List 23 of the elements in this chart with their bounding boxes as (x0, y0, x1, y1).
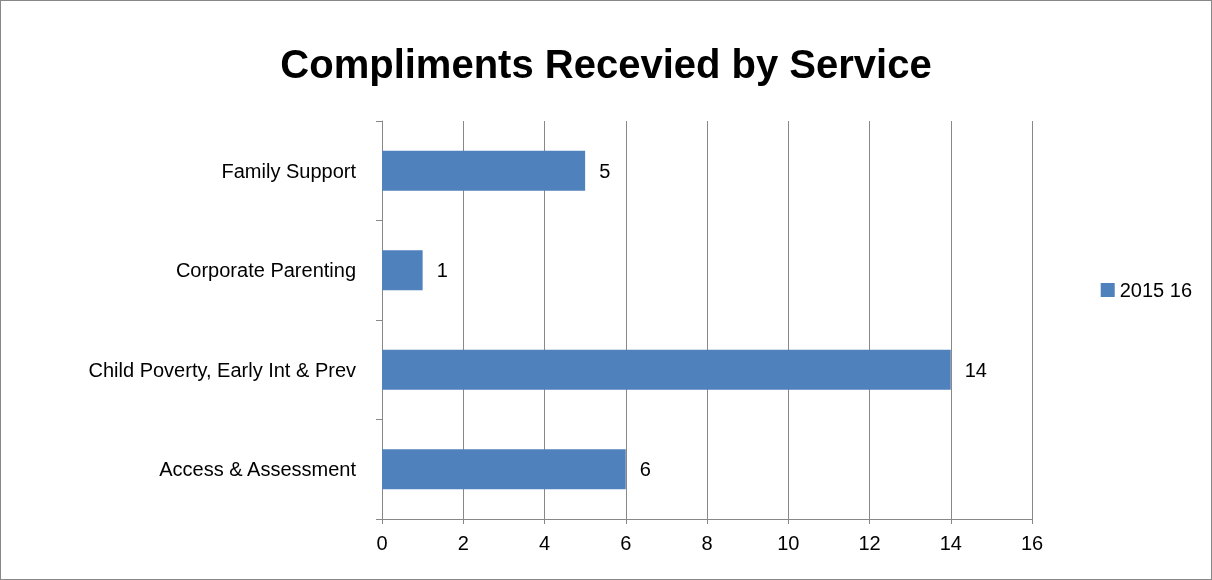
bar (382, 250, 423, 291)
x-tick-label: 2 (457, 532, 469, 554)
chart-title: Compliments Recevied by Service (280, 42, 932, 86)
data-label: 14 (964, 358, 987, 381)
x-tick-label: 10 (777, 532, 800, 554)
x-tick-label: 4 (538, 532, 551, 554)
bar (382, 449, 626, 490)
y-tick-label: Corporate Parenting (175, 259, 356, 282)
y-tick-label: Child Poverty, Early Int & Prev (88, 358, 356, 381)
x-tick-label: 0 (376, 532, 388, 554)
y-tick-label: Family Support (221, 159, 357, 182)
x-tick-label: 12 (858, 532, 881, 554)
bar (382, 150, 586, 191)
legend-label: 2015 16 (1119, 279, 1192, 301)
x-tick-label: 14 (939, 532, 962, 554)
x-tick-label: 8 (701, 532, 713, 554)
bar (382, 349, 951, 390)
data-label: 5 (599, 159, 611, 182)
data-label: 1 (436, 259, 448, 282)
y-tick-label: Access & Assessment (159, 458, 357, 481)
x-tick-label: 16 (1020, 532, 1044, 554)
data-label: 6 (639, 458, 651, 481)
x-tick-label: 6 (620, 532, 632, 554)
